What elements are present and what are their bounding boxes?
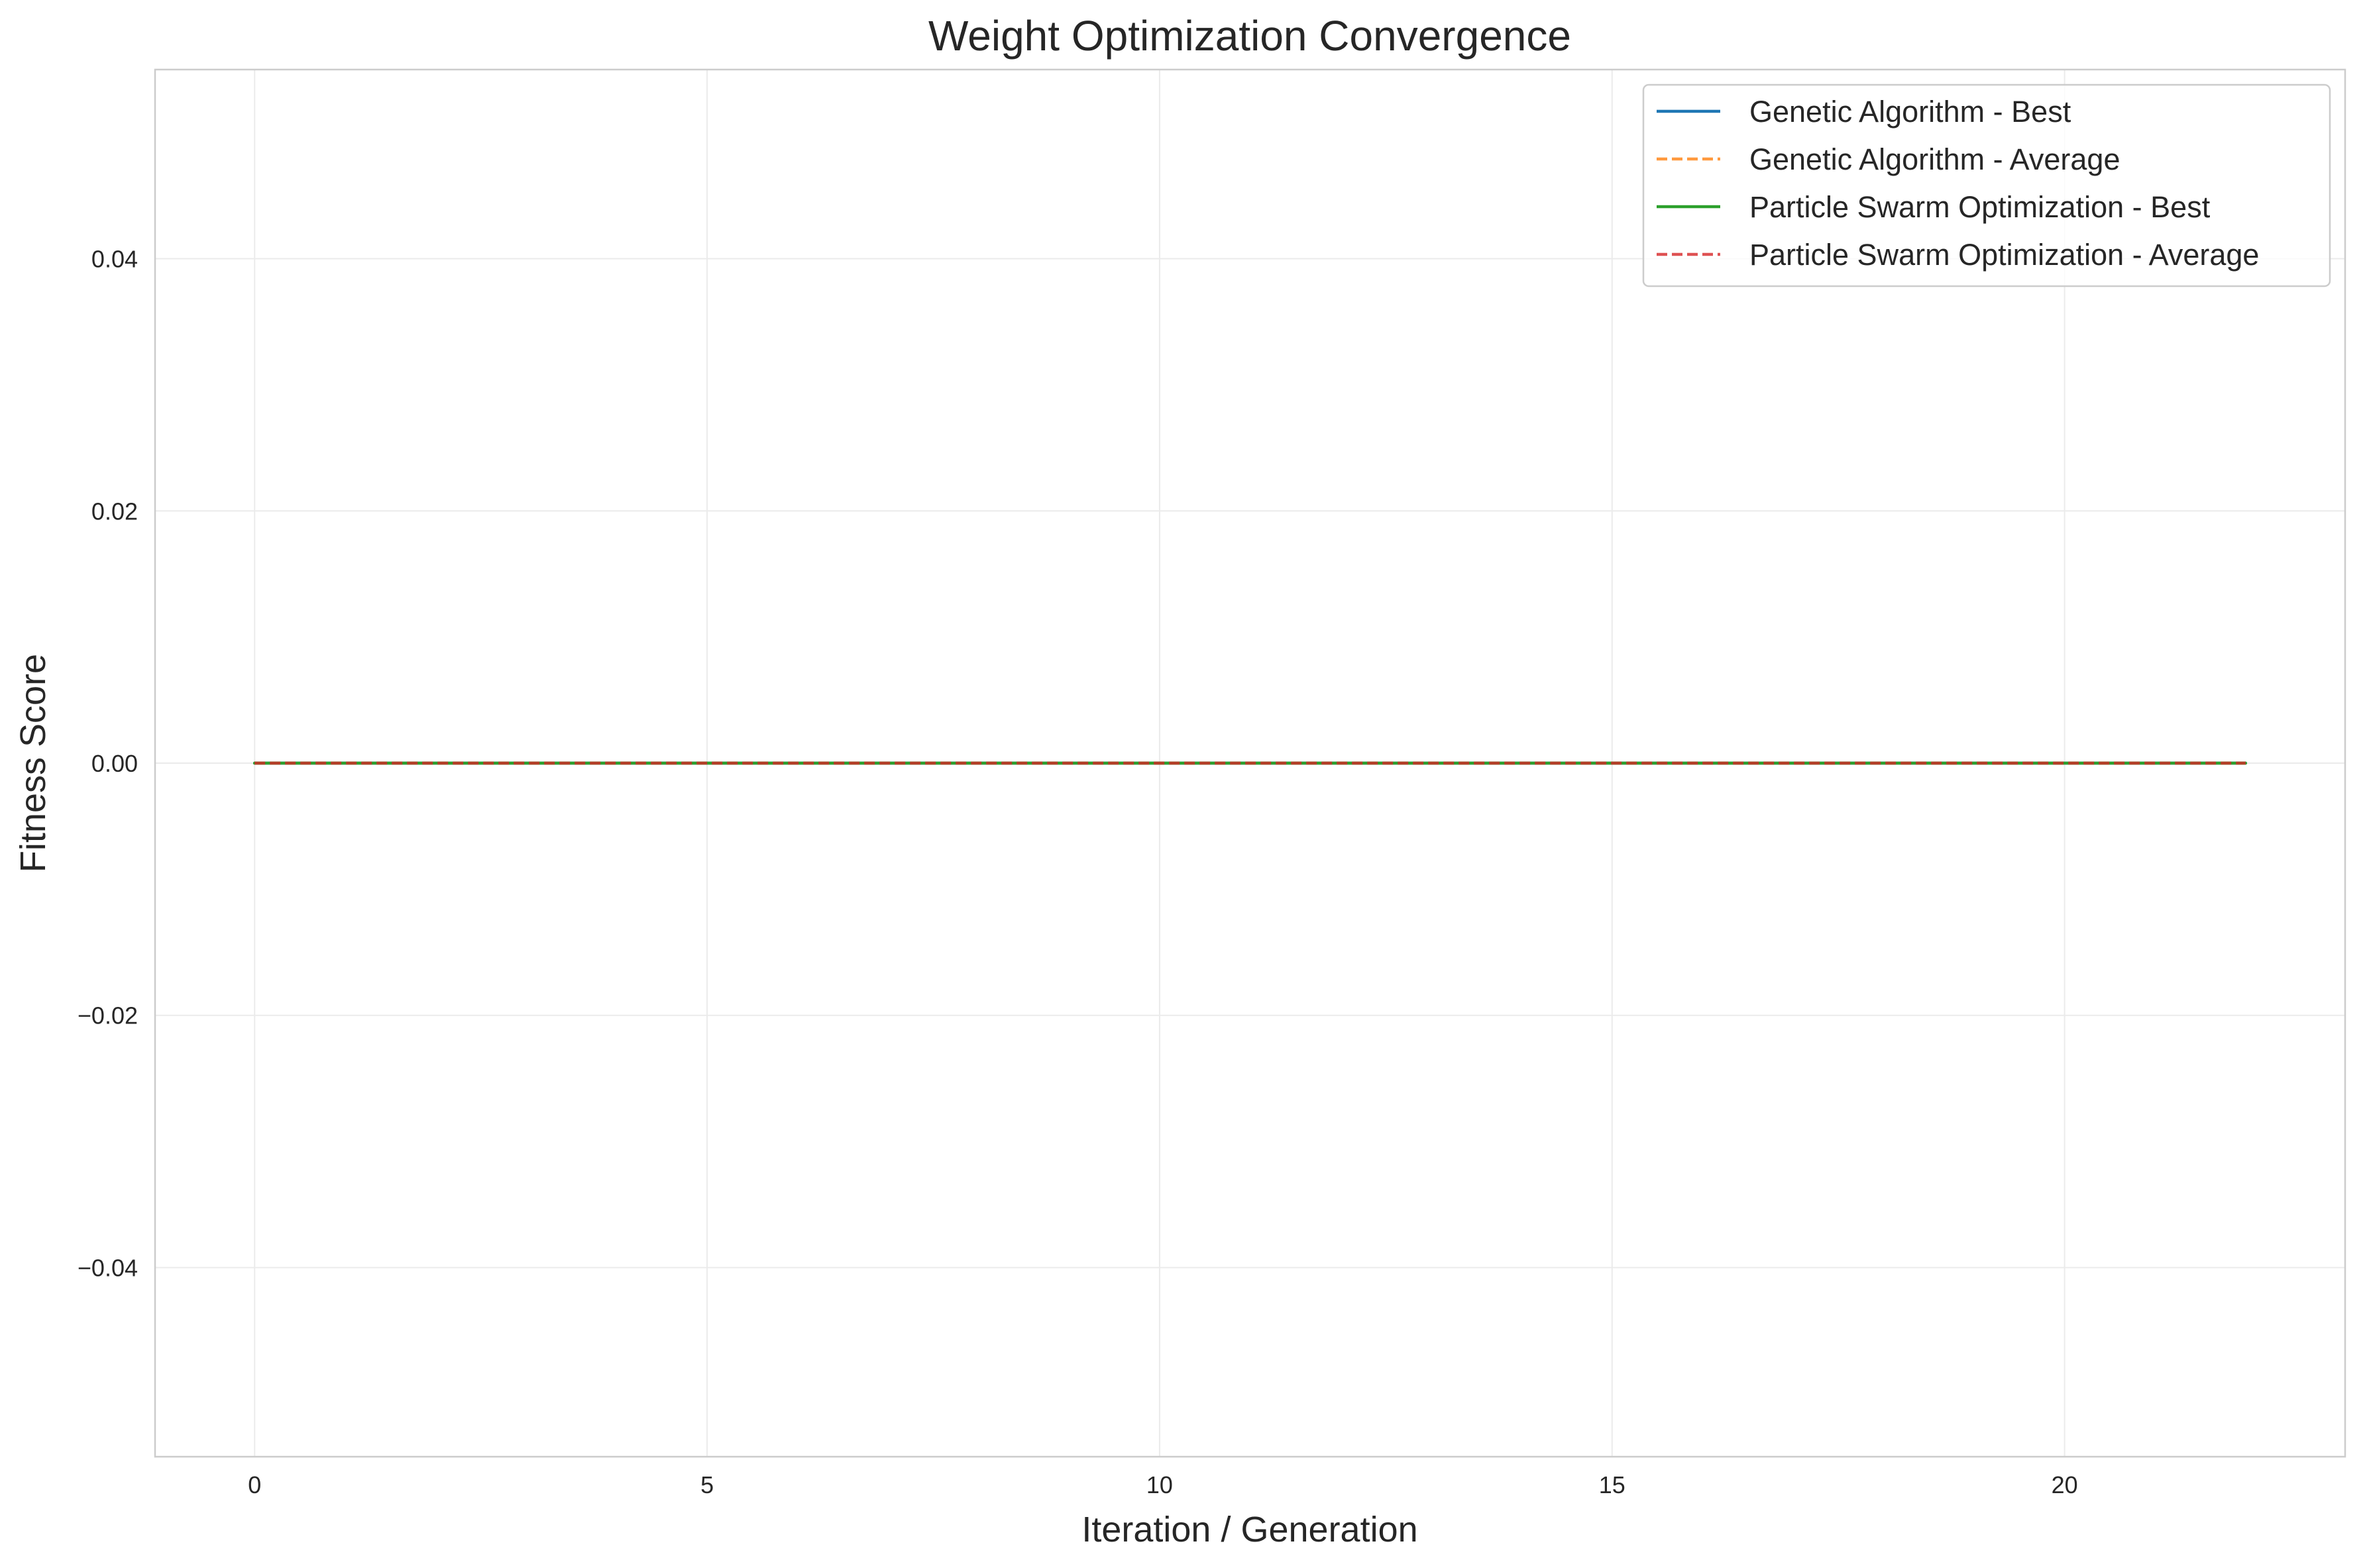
- x-tick-label: 15: [1599, 1471, 1625, 1498]
- legend-label: Particle Swarm Optimization - Average: [1749, 238, 2259, 272]
- legend: Genetic Algorithm - Best Genetic Algorith…: [1642, 83, 2331, 287]
- x-tick-label: 5: [700, 1471, 714, 1498]
- legend-box: [1642, 83, 2331, 287]
- plot-frame: [154, 68, 2346, 1458]
- x-tick-label: 20: [2052, 1471, 2078, 1498]
- legend-label: Particle Swarm Optimization - Best: [1749, 190, 2211, 224]
- x-axis-ticks: 0 5 10 15 20: [248, 1471, 2077, 1498]
- y-axis-ticks: −0.04 −0.02 0.00 0.02 0.04: [78, 246, 138, 1282]
- x-tick-label: 0: [248, 1471, 261, 1498]
- y-tick-label: 0.02: [91, 497, 138, 525]
- y-tick-label: −0.02: [78, 1002, 138, 1029]
- x-axis-label: Iteration / Generation: [1081, 1510, 1417, 1549]
- y-tick-label: −0.04: [78, 1254, 138, 1281]
- x-tick-label: 10: [1146, 1471, 1173, 1498]
- legend-entries: Genetic Algorithm - Best Genetic Algorith…: [1657, 95, 2259, 272]
- chart-title: Weight Optimization Convergence: [928, 12, 1571, 60]
- legend-label: Genetic Algorithm - Average: [1749, 142, 2120, 176]
- legend-label: Genetic Algorithm - Best: [1749, 95, 2071, 129]
- y-tick-label: 0.04: [91, 246, 138, 273]
- y-tick-label: 0.00: [91, 750, 138, 777]
- y-axis-label: Fitness Score: [13, 654, 53, 872]
